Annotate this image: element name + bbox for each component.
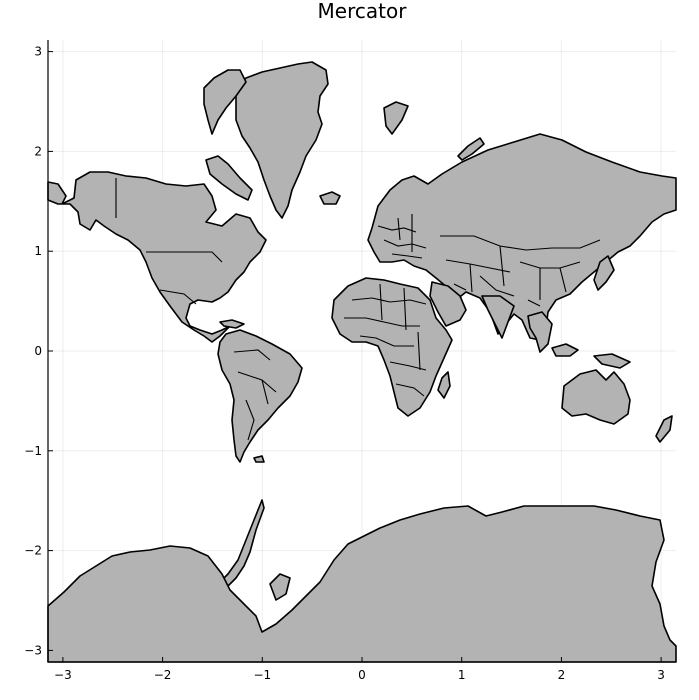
borders-europe [377,214,427,259]
landmass-new-zealand [655,415,673,443]
landmass-madagascar [437,371,451,399]
y-tick-label: 3 [34,45,42,59]
landmass-indonesia [551,343,579,357]
y-tick-label: 2 [34,144,42,158]
x-tick-label: −2 [154,668,172,682]
y-tick-label: 1 [34,244,42,258]
landmass-antarctic-peninsula [217,499,265,589]
landmass-falklands [253,455,265,463]
landmass-svalbard [383,101,409,135]
landmass-south-america [217,329,303,463]
y-tick-label: −2 [24,544,42,558]
borders-africa [344,283,427,397]
chart-title: Mercator [318,0,408,23]
x-tick-label: −1 [253,668,271,682]
landmass-africa [331,277,453,417]
landmass-arabia [429,281,467,327]
border-usa-mexico [159,289,197,305]
y-tick-label: −1 [24,444,42,458]
landmass-north-america [47,171,267,343]
landmass-baffin [205,155,253,201]
x-tick-label: 0 [358,668,366,682]
x-tick-label: 1 [458,668,466,682]
landmass-iceland [319,191,341,205]
landmass-caribbean [219,319,245,329]
landmass-india [481,295,515,339]
map-landmasses [47,61,677,663]
landmass-southeast-asia [527,311,553,353]
x-axis-ticks: −3 −2 −1 0 1 2 3 [54,657,665,682]
y-axis-ticks: 3 2 1 0 −1 −2 −3 [24,45,53,657]
x-tick-label: 2 [558,668,566,682]
landmass-novaya-zemlya [457,137,485,161]
y-tick-label: 0 [34,344,42,358]
landmass-australia [561,369,631,425]
border-canada-usa [146,251,223,263]
landmass-japan [593,255,615,291]
y-tick-label: −3 [24,643,42,657]
x-tick-label: −3 [54,668,72,682]
landmass-antarctica [47,505,677,663]
landmass-eurasia [367,133,677,341]
landmass-new-guinea [593,353,631,369]
landmass-arctic-islands [203,69,247,135]
borders-asia [440,235,601,307]
borders-south-america [233,349,277,441]
x-tick-label: 3 [657,668,665,682]
landmass-greenland [235,61,329,219]
landmass-berkner-island [269,573,291,601]
